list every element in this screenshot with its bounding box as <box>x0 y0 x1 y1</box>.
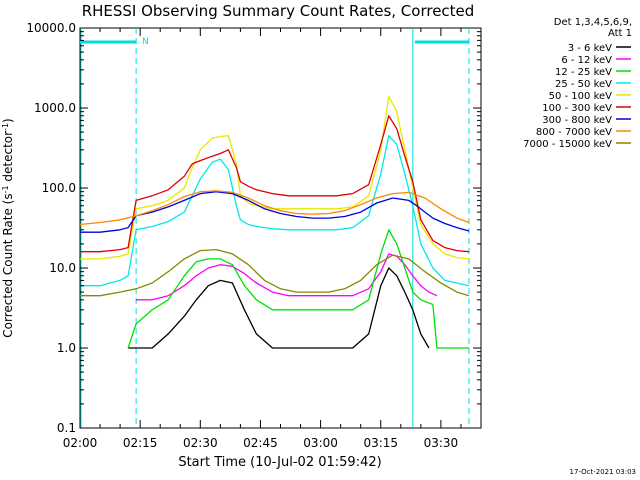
legend-label-2: 12 - 25 keV <box>555 67 612 78</box>
x-tick-label: 02:30 <box>183 436 218 450</box>
x-tick-label: 03:15 <box>363 436 398 450</box>
legend-title-1: Det 1,3,4,5,6,9, <box>554 17 632 28</box>
y-tick-labels: 0.1 1.0 10.0 100.0 1000.0 10000.0 <box>26 21 76 435</box>
series-line-5 <box>80 115 470 253</box>
legend-label-0: 3 - 6 keV <box>568 43 612 54</box>
y-tick-label: 10.0 <box>49 261 76 275</box>
series-line-2 <box>127 229 469 349</box>
axis-ticks <box>79 28 482 429</box>
legend-label-5: 100 - 300 keV <box>542 103 612 114</box>
series-line-7 <box>79 190 470 226</box>
series-layer <box>79 95 470 349</box>
x-tick-label: 02:45 <box>243 436 278 450</box>
series-line-0 <box>128 267 430 349</box>
x-tick-label: 02:00 <box>63 436 98 450</box>
x-tick-labels: 02:00 02:15 02:30 02:45 03:00 03:15 03:30 <box>63 436 458 450</box>
series-line-3 <box>80 135 470 287</box>
y-tick-label: 1.0 <box>57 341 76 355</box>
y-tick-label: 10000.0 <box>26 21 76 35</box>
timestamp: 17-Oct-2021 03:03 <box>570 468 636 476</box>
series-line-1 <box>136 253 438 301</box>
x-tick-label: 03:00 <box>303 436 338 450</box>
legend-label-1: 6 - 12 keV <box>561 55 612 66</box>
y-tick-label: 1000.0 <box>34 101 76 115</box>
chart-title: RHESSI Observing Summary Count Rates, Co… <box>82 2 475 20</box>
y-tick-label: 0.1 <box>57 421 76 435</box>
legend-label-7: 800 - 7000 keV <box>536 127 612 138</box>
series-line-6 <box>80 191 470 233</box>
legend-label-3: 25 - 50 keV <box>555 79 612 90</box>
plot-area <box>79 27 482 429</box>
legend-title-2: Att 1 <box>608 28 632 39</box>
legend-label-4: 50 - 100 keV <box>549 91 613 102</box>
y-axis-label-sup-2: -1 <box>1 123 10 131</box>
night-annotation: N <box>142 37 149 47</box>
x-tick-label: 03:30 <box>424 436 459 450</box>
y-axis-label-mid: detector <box>1 131 15 186</box>
overlay-lines <box>80 28 470 428</box>
y-axis-label-main: Corrected Count Rate (s <box>1 193 15 337</box>
y-tick-label: 100.0 <box>42 181 76 195</box>
x-axis-label: Start Time (10-Jul-02 01:59:42) <box>178 455 381 470</box>
y-axis-label-end: ) <box>1 118 15 123</box>
y-axis-label: Corrected Count Rate (s-1 detector-1) <box>1 118 15 337</box>
x-tick-label: 02:15 <box>123 436 158 450</box>
legend-label-6: 300 - 800 keV <box>542 115 612 126</box>
series-line-8 <box>80 248 470 297</box>
y-axis-label-sup-1: -1 <box>1 185 10 193</box>
legend-label-8: 7000 - 15000 keV <box>523 139 612 150</box>
